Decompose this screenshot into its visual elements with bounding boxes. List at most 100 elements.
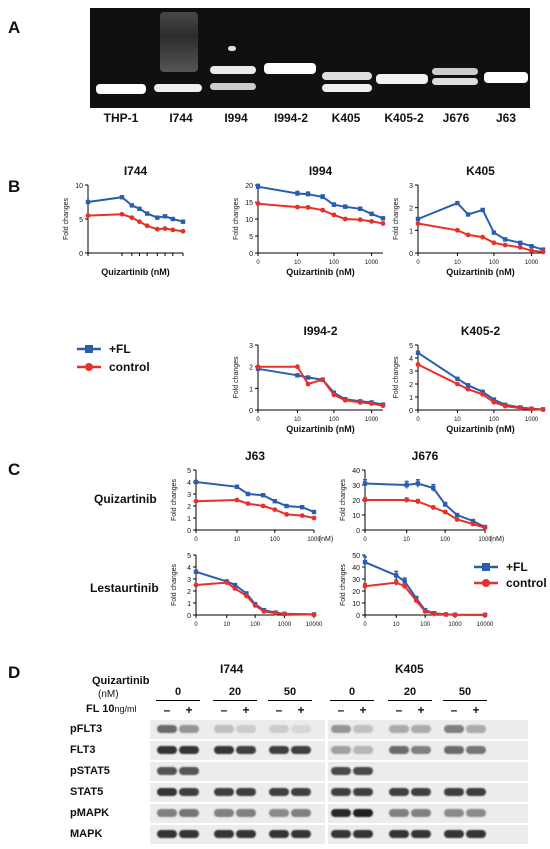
y-tick-label: 5 bbox=[187, 553, 191, 560]
data-point-control bbox=[415, 221, 421, 226]
x-tick-label: 1000 bbox=[478, 537, 492, 543]
data-point-control bbox=[282, 611, 287, 617]
data-point-control bbox=[454, 517, 460, 522]
data-point-fl bbox=[380, 216, 386, 221]
y-tick-label: 0 bbox=[249, 251, 253, 258]
x-tick-label: 10000 bbox=[306, 622, 323, 628]
blot-band bbox=[353, 809, 373, 817]
x-axis-label: (nM) bbox=[490, 536, 504, 543]
agarose-gel-image bbox=[90, 8, 530, 108]
x-tick-label: 1000 bbox=[448, 622, 462, 628]
data-point-fl bbox=[362, 560, 368, 565]
data-point-fl bbox=[119, 195, 125, 200]
data-point-fl bbox=[394, 573, 399, 578]
data-point-control bbox=[170, 227, 176, 233]
dose-underline bbox=[330, 700, 374, 701]
blot-band bbox=[331, 788, 351, 796]
y-tick-label: 20 bbox=[352, 589, 360, 596]
gel-lane-label: K405-2 bbox=[384, 111, 424, 125]
data-point-fl bbox=[455, 200, 460, 206]
chart-title: I994 bbox=[309, 164, 333, 178]
data-point-fl bbox=[480, 389, 485, 394]
data-point-control bbox=[295, 364, 300, 370]
blot-strip bbox=[328, 783, 528, 802]
data-point-control bbox=[430, 505, 436, 510]
series-line-fl bbox=[195, 481, 315, 513]
gel-lane-label: K405 bbox=[331, 111, 361, 125]
blot-band bbox=[389, 746, 409, 754]
data-point-fl bbox=[402, 579, 407, 584]
data-point-control bbox=[311, 612, 317, 618]
drug-label: Quizartinib bbox=[92, 675, 150, 687]
y-tick-label: 3 bbox=[187, 492, 191, 499]
y-tick-label: 2 bbox=[187, 504, 191, 511]
data-point-control bbox=[224, 580, 230, 585]
data-point-control bbox=[137, 219, 142, 225]
y-axis-label: Fold changes bbox=[171, 478, 178, 521]
y-axis-label: Fold changes bbox=[233, 197, 240, 240]
fl-plus-marker: + bbox=[417, 703, 425, 717]
blot-band bbox=[291, 830, 311, 838]
x-tick-label: 10 bbox=[294, 417, 301, 423]
data-point-control bbox=[232, 586, 238, 591]
data-point-fl bbox=[529, 244, 534, 249]
data-point-control bbox=[193, 498, 199, 504]
dose-label: 0 bbox=[174, 686, 182, 698]
y-tick-label: 3 bbox=[249, 343, 253, 350]
panel-letter-b: B bbox=[8, 177, 21, 196]
fl-plus-marker: + bbox=[185, 703, 193, 717]
blot-band bbox=[157, 830, 177, 838]
y-tick-label: 0 bbox=[79, 251, 83, 258]
chart-title: K405-2 bbox=[461, 324, 501, 338]
fl-minus-marker: – bbox=[450, 703, 458, 717]
x-tick-label: 0 bbox=[194, 537, 198, 543]
data-point-control bbox=[357, 217, 363, 223]
x-tick-label: 100 bbox=[489, 417, 500, 423]
data-point-control bbox=[422, 609, 428, 614]
data-point-fl bbox=[465, 383, 471, 388]
series-line-fl bbox=[257, 185, 384, 220]
x-tick-label: 100 bbox=[440, 537, 451, 543]
y-tick-label: 2 bbox=[409, 206, 413, 213]
fl-minus-marker: – bbox=[275, 703, 283, 717]
x-axis-label: Quizartinib (nM) bbox=[446, 267, 515, 277]
dose-underline bbox=[443, 700, 487, 701]
data-point-control bbox=[305, 205, 311, 210]
data-point-control bbox=[193, 582, 199, 588]
data-point-fl bbox=[431, 485, 436, 491]
fl-plus-marker: + bbox=[242, 703, 250, 717]
blot-strip bbox=[150, 720, 325, 739]
y-tick-label: 1 bbox=[409, 228, 413, 235]
x-tick-label: 100 bbox=[489, 260, 500, 266]
blot-band bbox=[331, 725, 351, 733]
data-point-fl bbox=[470, 518, 476, 524]
x-tick-label: 1000 bbox=[365, 417, 379, 423]
blot-band bbox=[411, 830, 431, 838]
dose-underline bbox=[213, 700, 257, 701]
data-point-control bbox=[85, 213, 91, 219]
data-point-control bbox=[455, 227, 460, 233]
blot-band bbox=[179, 746, 199, 754]
unit-label: (nM) bbox=[98, 689, 119, 700]
chart-title: K405 bbox=[466, 164, 495, 178]
data-point-fl bbox=[518, 240, 523, 245]
data-point-control bbox=[273, 610, 279, 616]
data-point-fl bbox=[284, 503, 289, 509]
y-tick-label: 30 bbox=[352, 577, 360, 584]
fl-minus-marker: – bbox=[337, 703, 345, 717]
series-line-control bbox=[365, 499, 486, 529]
dose-label: 0 bbox=[348, 686, 356, 698]
blot-band bbox=[331, 830, 351, 838]
blot-band bbox=[331, 809, 351, 817]
fl-label: FL 10ng/ml bbox=[86, 703, 137, 715]
data-point-control bbox=[272, 507, 278, 512]
data-point-control bbox=[362, 583, 368, 589]
blot-band bbox=[291, 746, 311, 754]
blot-band bbox=[269, 746, 289, 754]
fl-minus-marker: – bbox=[395, 703, 403, 717]
blot-strip bbox=[328, 720, 528, 739]
data-point-control bbox=[491, 399, 497, 405]
data-point-control bbox=[245, 501, 251, 506]
data-point-fl bbox=[295, 191, 300, 196]
